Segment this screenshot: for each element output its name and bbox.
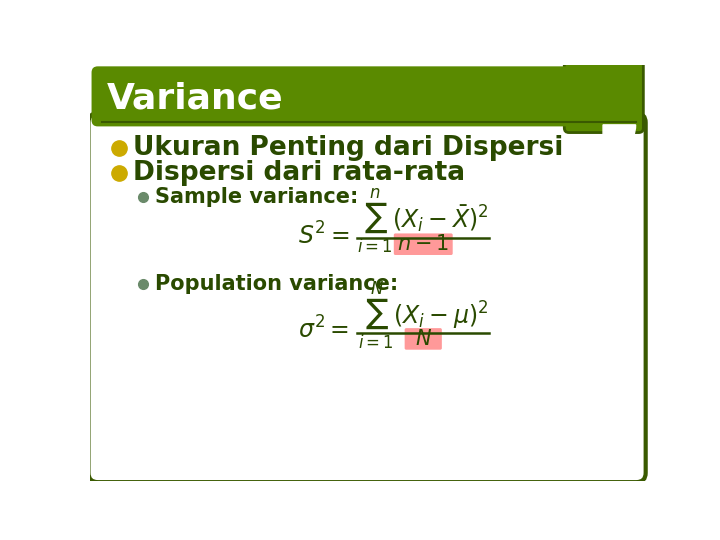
Text: $\sum_{i=1}^{n}(X_i - \bar{X})^2$: $\sum_{i=1}^{n}(X_i - \bar{X})^2$ (357, 186, 489, 254)
FancyBboxPatch shape (405, 328, 442, 350)
Text: Dispersi dari rata-rata: Dispersi dari rata-rata (133, 160, 466, 186)
FancyBboxPatch shape (564, 60, 644, 132)
FancyBboxPatch shape (89, 113, 646, 482)
FancyBboxPatch shape (91, 66, 616, 126)
Text: $\sigma^2 =$: $\sigma^2 =$ (298, 316, 350, 343)
Text: $n-1$: $n-1$ (397, 234, 449, 254)
Text: $\sum_{i=1}^{N}(X_i - \mu)^2$: $\sum_{i=1}^{N}(X_i - \mu)^2$ (358, 279, 488, 351)
Wedge shape (603, 125, 636, 157)
Bar (98, 72, 137, 120)
Text: Ukuran Penting dari Dispersi: Ukuran Penting dari Dispersi (133, 135, 564, 161)
Text: Variance: Variance (107, 82, 284, 116)
Text: $N$: $N$ (415, 329, 432, 349)
FancyBboxPatch shape (394, 233, 453, 255)
Text: Sample variance:: Sample variance: (155, 187, 359, 207)
Text: Population variance:: Population variance: (155, 274, 398, 294)
Text: $S^2 =$: $S^2 =$ (298, 222, 350, 249)
